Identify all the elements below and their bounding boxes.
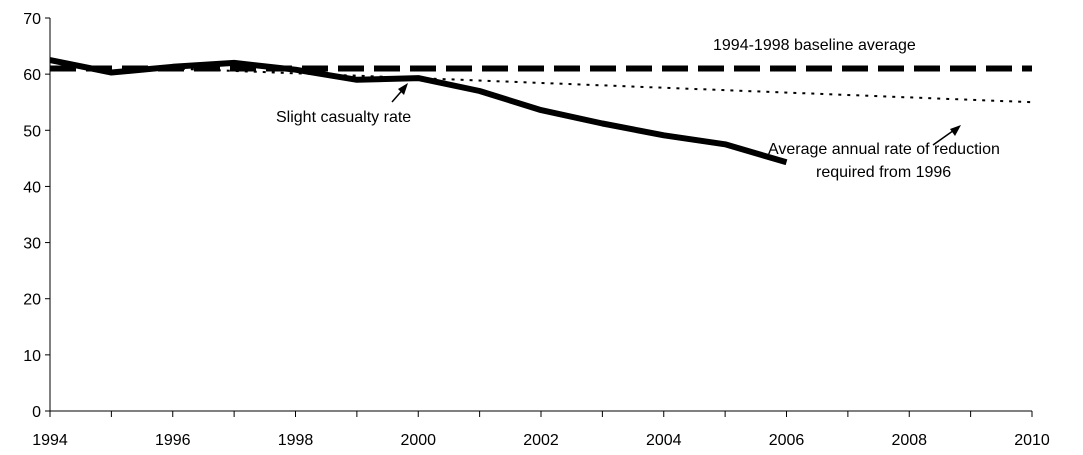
annotation-reduction-label-line1: Average annual rate of reduction <box>768 141 1000 158</box>
y-tick-label: 40 <box>23 179 41 196</box>
x-tick-label: 2008 <box>891 432 927 449</box>
x-tick-label: 1998 <box>278 432 314 449</box>
series-line-slight-casualty-rate <box>49 57 788 166</box>
x-tick-label: 1996 <box>155 432 191 449</box>
annotation-slight-casualty-label: Slight casualty rate <box>276 109 411 126</box>
y-tick-label: 50 <box>23 123 41 140</box>
y-tick-label: 70 <box>23 11 41 28</box>
annotation-layer: 1994-1998 baseline average Slight casual… <box>276 37 1000 181</box>
x-tick-label: 2006 <box>769 432 805 449</box>
x-tick-label: 1994 <box>32 432 68 449</box>
x-tick-label: 2004 <box>646 432 682 449</box>
x-tick-label: 2000 <box>400 432 436 449</box>
arrow-slight-casualty-head <box>398 83 408 95</box>
y-tick-label: 0 <box>32 404 41 421</box>
annotation-reduction-label-line2: required from 1996 <box>816 164 951 181</box>
axes: 0 10 20 30 40 50 60 70 1994 1996 1998 2000 2002 2004 2… <box>23 11 1050 449</box>
arrow-reduction-head <box>950 125 961 136</box>
x-tick-label: 2002 <box>523 432 559 449</box>
y-tick-label: 20 <box>23 292 41 309</box>
annotation-baseline-label: 1994-1998 baseline average <box>713 37 916 54</box>
y-tick-label: 60 <box>23 67 41 84</box>
x-tick-label: 2010 <box>1014 432 1050 449</box>
y-tick-label: 30 <box>23 236 41 253</box>
y-tick-label: 10 <box>23 348 41 365</box>
series-layer <box>49 57 1033 166</box>
